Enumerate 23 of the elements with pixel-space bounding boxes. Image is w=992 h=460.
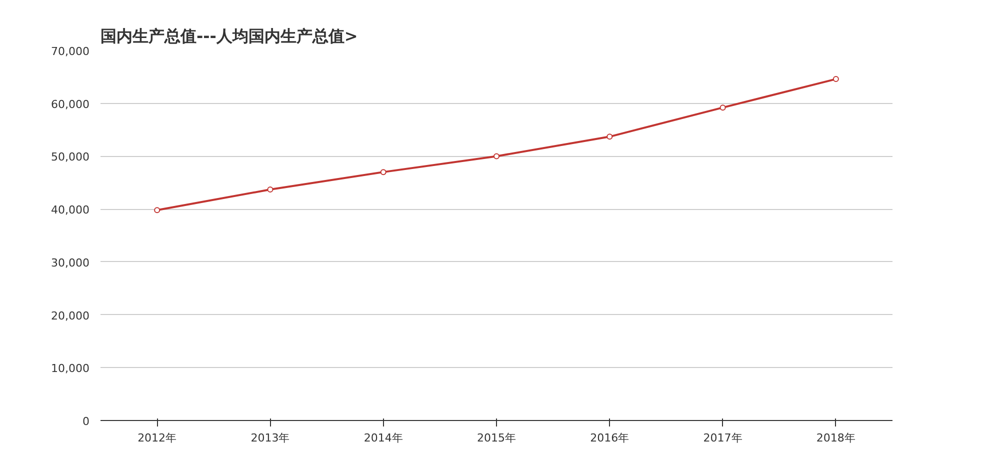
point — [832, 76, 839, 82]
y-tick-label: 10,000 — [51, 362, 90, 376]
point — [267, 186, 274, 193]
point — [380, 169, 386, 176]
x-tick-label: 2015年 — [477, 432, 516, 444]
y-tick-label: 70,000 — [51, 45, 90, 58]
y-tick-label: 60,000 — [51, 98, 90, 111]
x-tick-label: 2017年 — [703, 432, 742, 444]
x-tick-label: 2016年 — [590, 432, 630, 444]
y-tick-label: 50,000 — [51, 150, 90, 164]
y-tick-label: 0 — [82, 415, 90, 428]
y-tick-label: 20,000 — [51, 309, 90, 322]
x-tick-label: 2014年 — [364, 432, 403, 444]
point — [154, 207, 160, 214]
point — [606, 134, 613, 140]
chart-title: 国内生产总值---人均国内生产总值> — [100, 26, 358, 46]
point — [494, 153, 500, 160]
x-tick-label: 2012年 — [138, 432, 177, 444]
x-tick-label: 2013年 — [250, 432, 290, 444]
point — [720, 104, 726, 111]
y-tick-label: 30,000 — [51, 256, 90, 270]
x-tick-label: 2018年 — [816, 432, 856, 444]
y-tick-label: 40,000 — [51, 204, 90, 217]
